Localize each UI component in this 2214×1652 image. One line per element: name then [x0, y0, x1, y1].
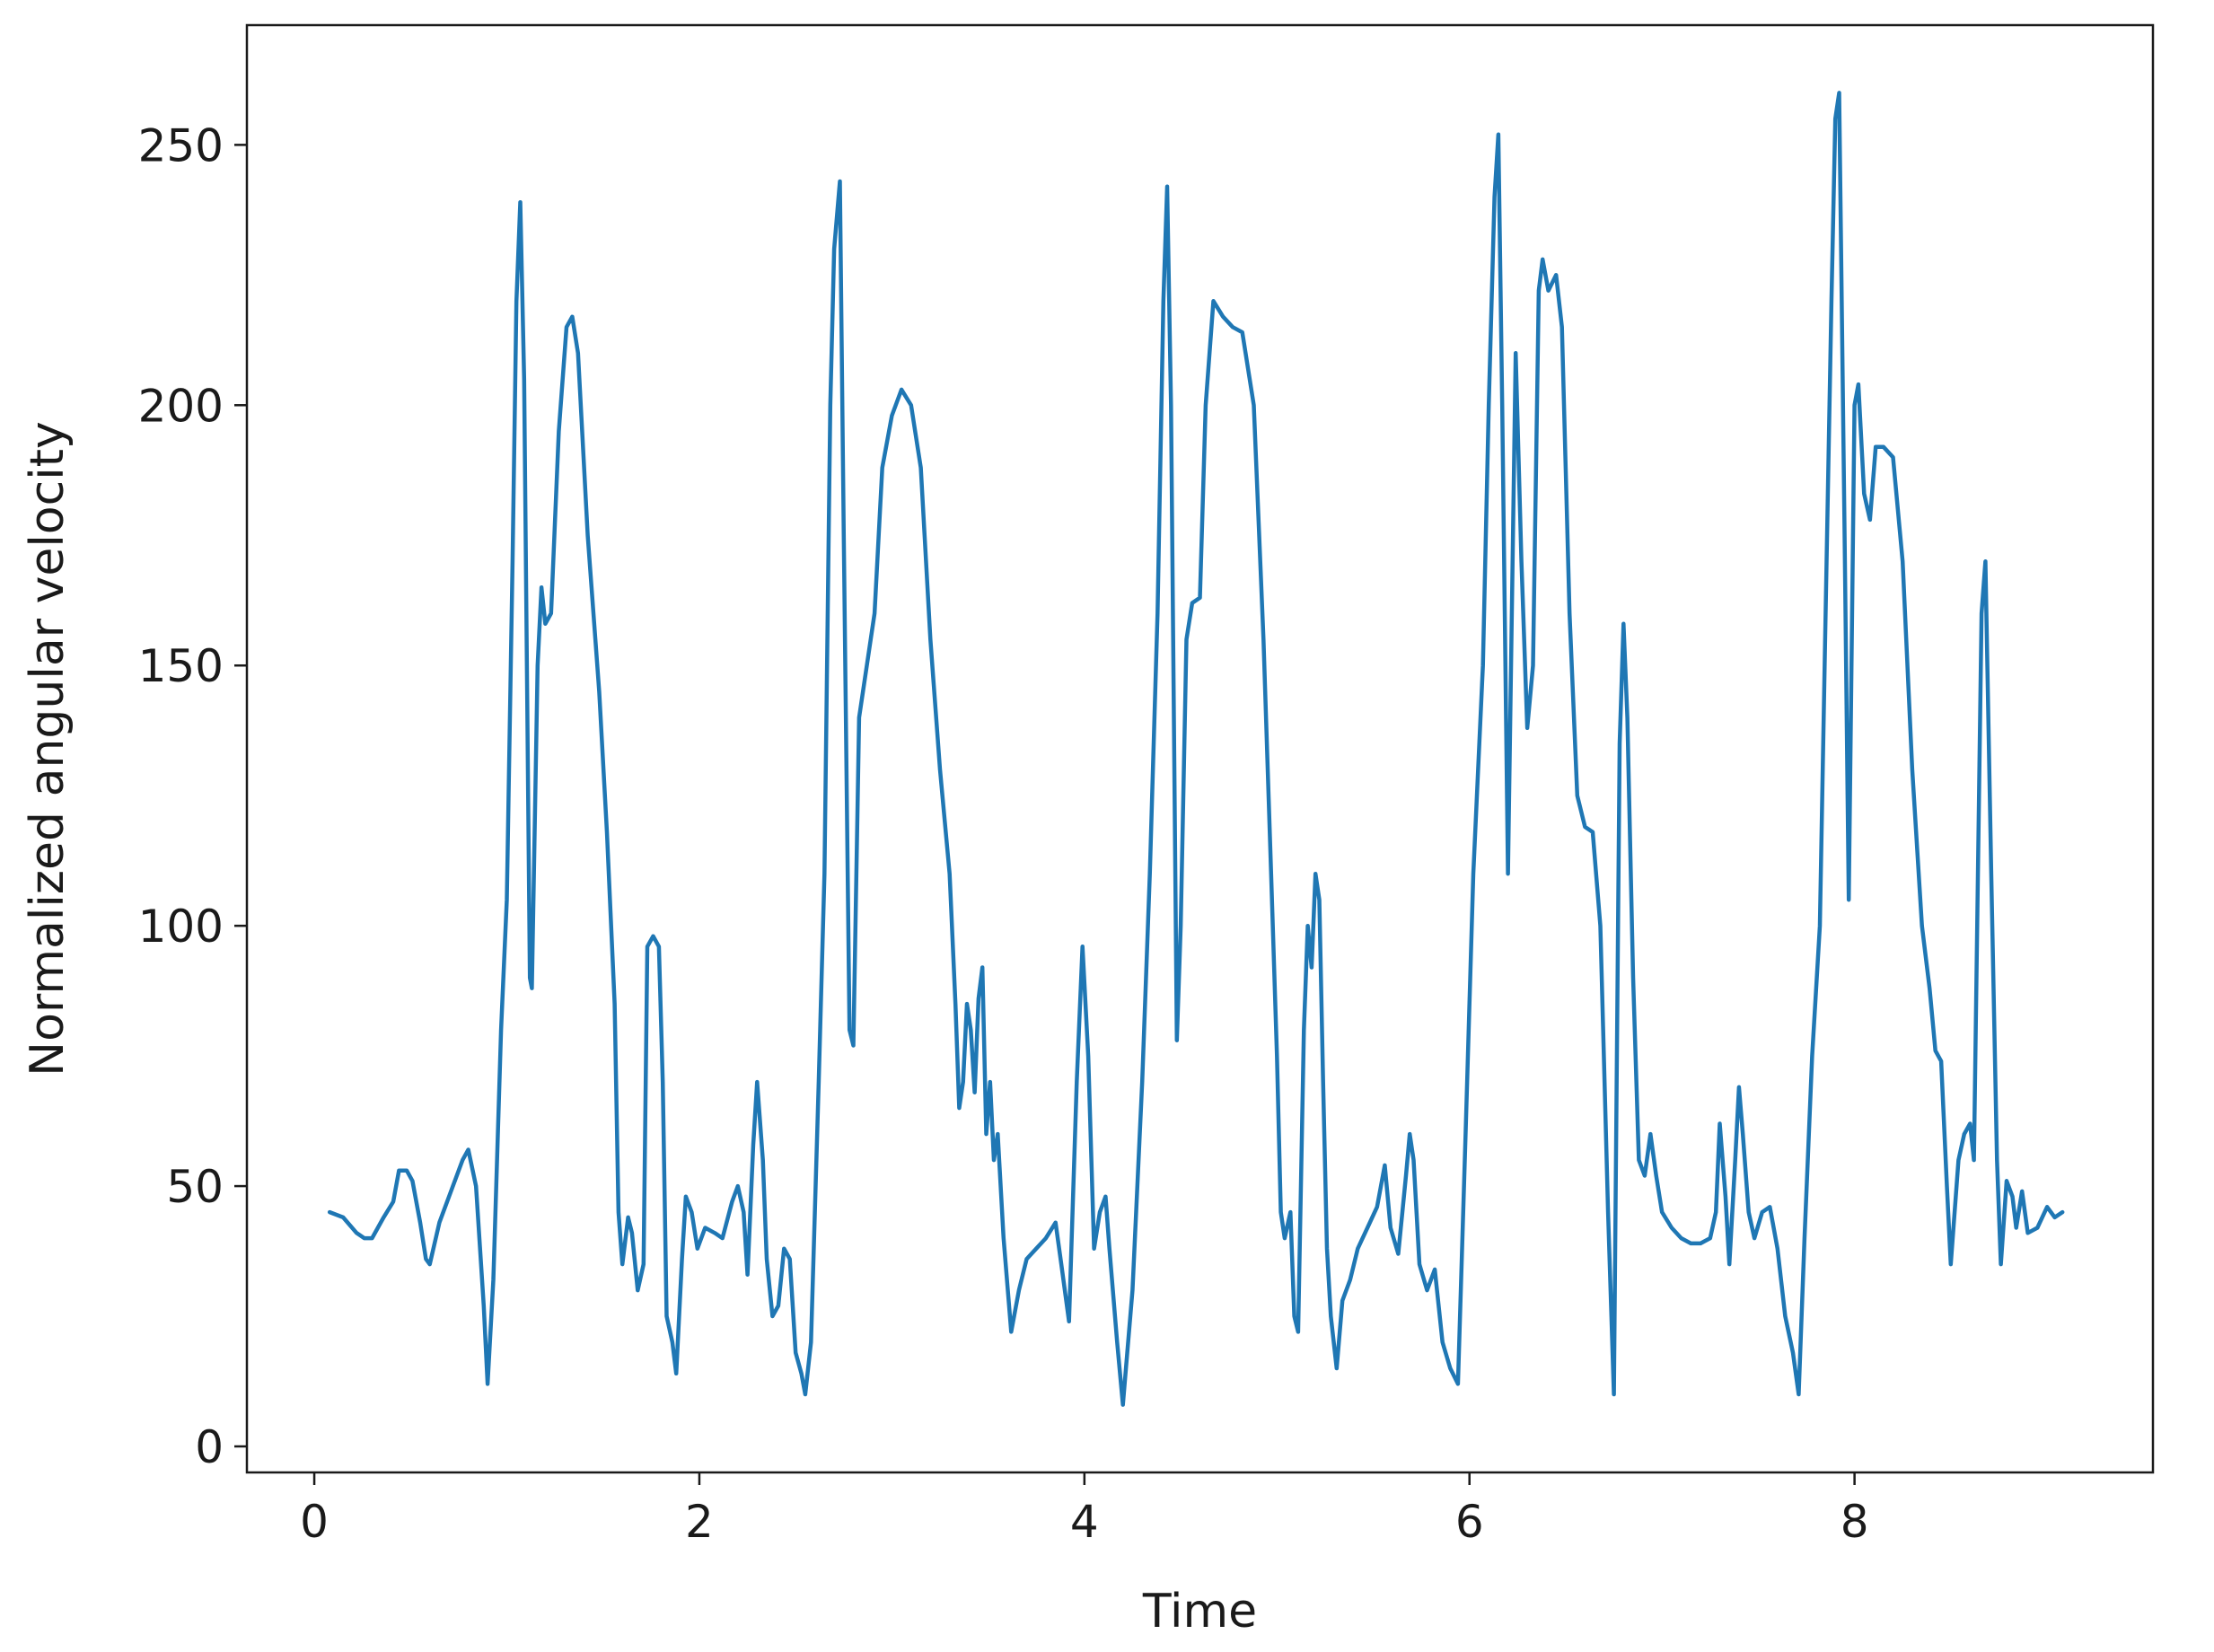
x-axis-label: Time [1142, 1585, 1257, 1639]
x-tick-label: 0 [300, 1496, 329, 1548]
y-axis-label: Normalized angular velocity [21, 421, 75, 1076]
x-tick-label: 6 [1455, 1496, 1484, 1548]
plot-frame [245, 23, 2155, 1474]
y-tick-label: 250 [138, 119, 224, 171]
x-tick-label: 8 [1841, 1496, 1869, 1548]
x-tick-label: 4 [1070, 1496, 1099, 1548]
y-tick-label: 150 [138, 640, 224, 692]
x-tick-label: 2 [685, 1496, 714, 1548]
y-tick-label: 0 [195, 1421, 224, 1473]
y-tick-label: 100 [138, 901, 224, 953]
series-line [327, 91, 2065, 1407]
y-tick-label: 200 [138, 380, 224, 432]
y-tick-label: 50 [166, 1161, 224, 1213]
